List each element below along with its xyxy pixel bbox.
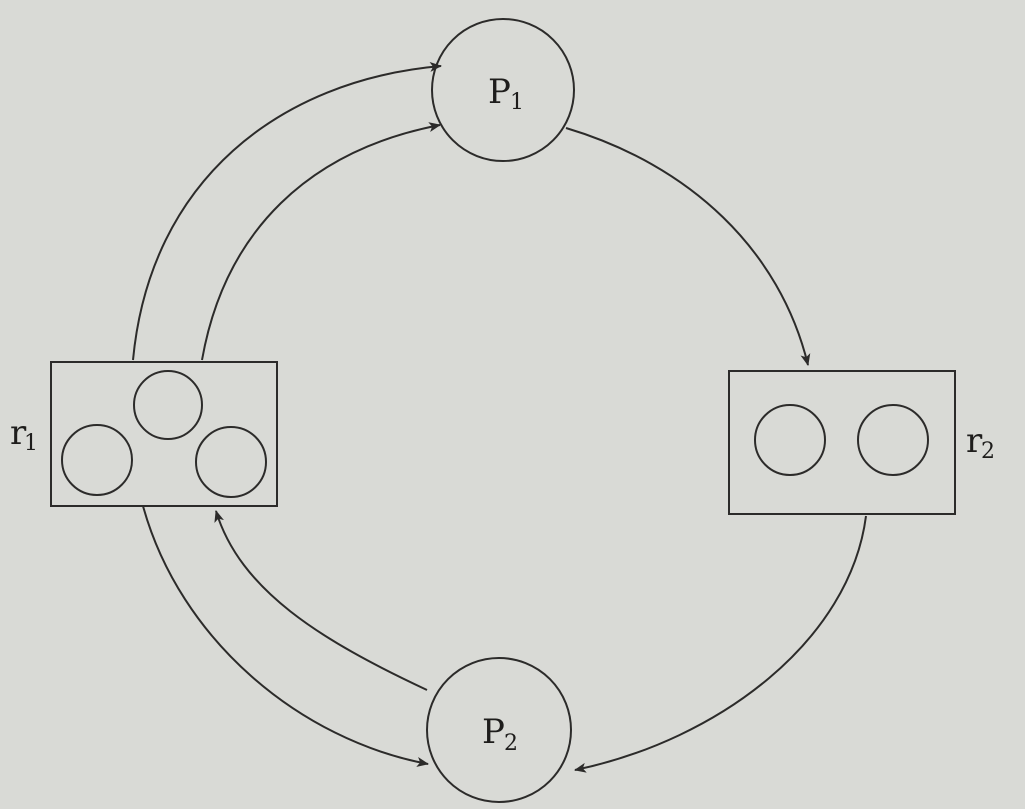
edge-r1-to-p1-outer [132, 61, 442, 361]
process-p1-subscript: 1 [510, 90, 524, 115]
resource-r1-instance [133, 370, 203, 440]
resource-r1-letter: r [10, 413, 27, 453]
edge-r1-to-p2 [142, 505, 429, 767]
resource-r2: r 2 [728, 370, 995, 515]
edge-r1-to-p1-inner [201, 122, 441, 361]
process-p2: P 2 [426, 657, 572, 803]
resource-r1: r 1 [10, 361, 278, 507]
resource-r2-subscript: 2 [981, 439, 995, 464]
process-p1: P 1 [431, 18, 575, 162]
process-p1-letter: P [488, 72, 511, 112]
edge-p1-to-r2 [565, 127, 811, 366]
resource-r2-instance [754, 404, 826, 476]
process-p2-subscript: 2 [504, 731, 518, 756]
resource-r1-instance [195, 426, 267, 498]
process-p2-circle [426, 657, 572, 803]
resource-r1-subscript: 1 [24, 431, 38, 456]
edge-r2-to-p2 [574, 515, 867, 773]
resource-r2-instance [857, 404, 929, 476]
process-p1-circle [431, 18, 575, 162]
resource-r2-box [728, 370, 956, 515]
resource-r1-box [50, 361, 278, 507]
edge-p2-to-r1 [214, 510, 428, 691]
process-p2-letter: P [482, 712, 505, 752]
resource-r1-instance [61, 424, 133, 496]
resource-r2-letter: r [966, 421, 983, 461]
